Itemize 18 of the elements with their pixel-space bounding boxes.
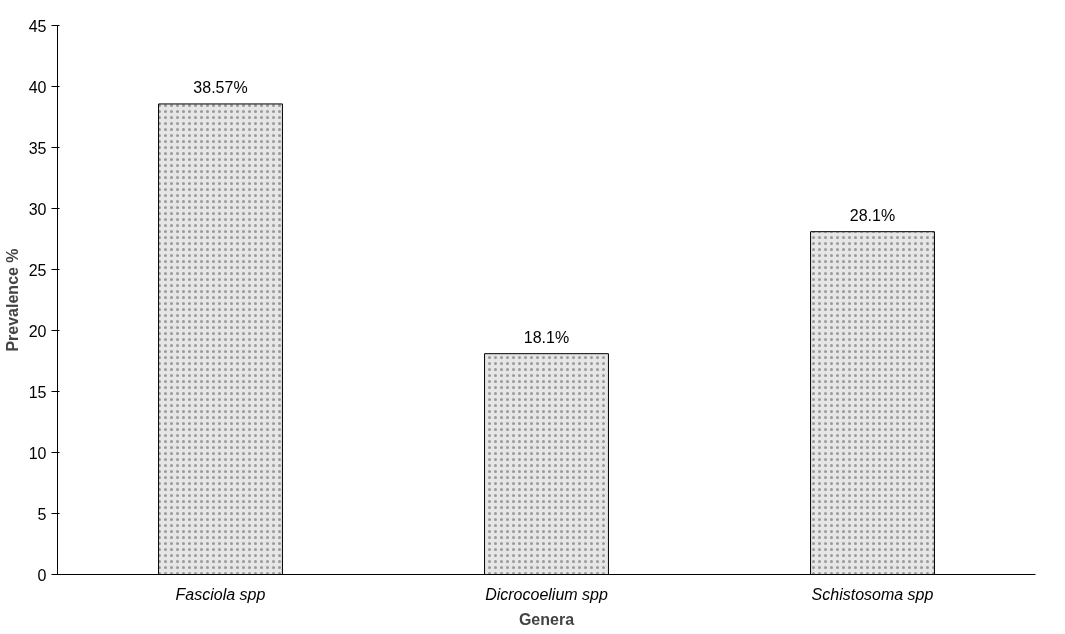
y-tick-label: 45 — [28, 17, 47, 35]
y-tick-label: 20 — [28, 322, 47, 340]
y-tick-label: 40 — [28, 78, 47, 96]
x-tick-label: Fasciola spp — [175, 585, 266, 603]
y-tick-label: 0 — [37, 566, 47, 584]
y-axis-title: Prevalence % — [3, 248, 21, 352]
y-tick-label: 30 — [28, 200, 47, 218]
y-tick-label: 10 — [28, 444, 47, 462]
x-tick-label: Dicrocoelium spp — [485, 585, 608, 603]
x-axis-title: Genera — [518, 610, 575, 628]
x-tick-label: Schistosoma spp — [811, 585, 934, 603]
y-tick-label: 15 — [28, 383, 47, 401]
y-tick-label: 5 — [37, 505, 47, 523]
data-label: 38.57% — [193, 78, 248, 96]
y-tick-label: 25 — [28, 261, 47, 279]
data-label: 18.1% — [523, 328, 570, 346]
data-label: 28.1% — [849, 206, 896, 224]
y-tick-label: 35 — [28, 139, 47, 157]
